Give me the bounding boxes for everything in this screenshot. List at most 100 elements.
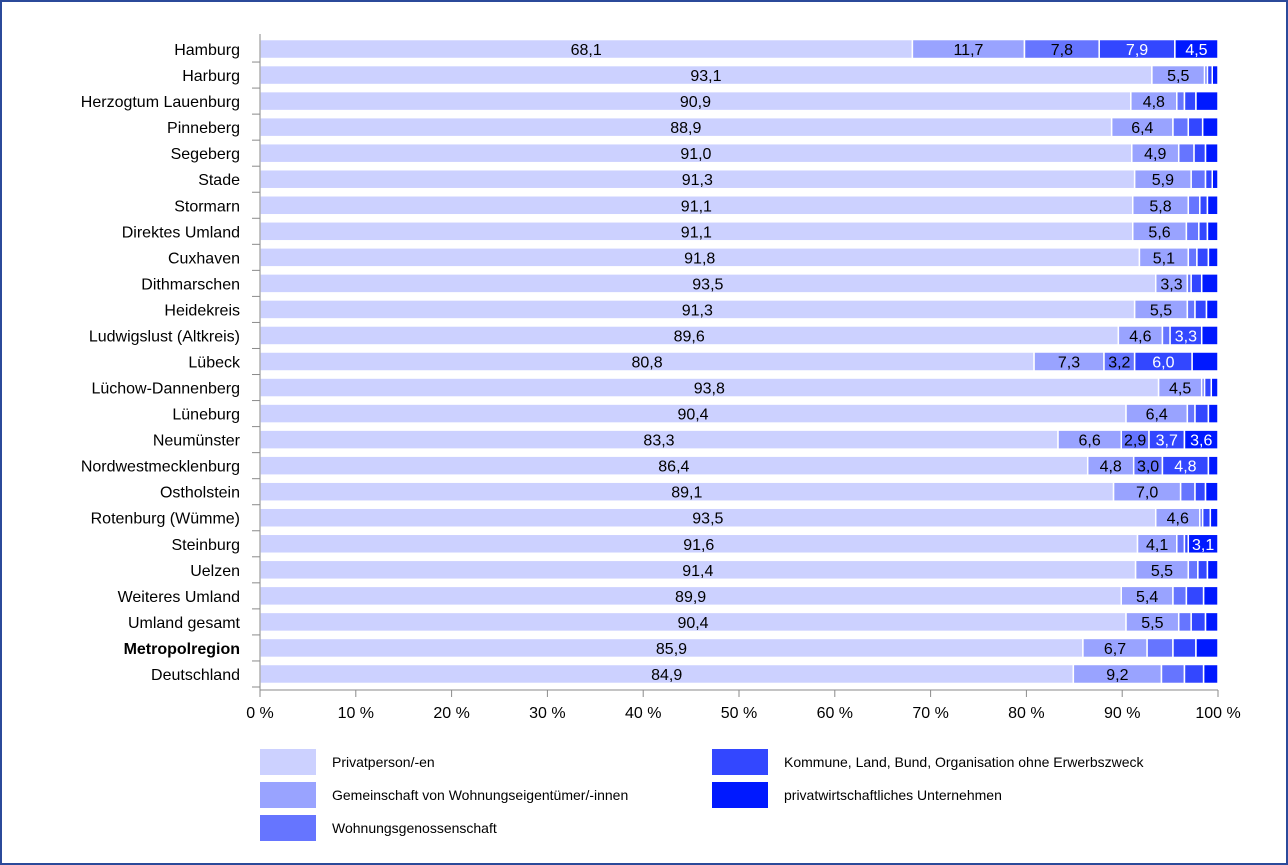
x-tick-label: 90 % [1104,705,1140,722]
x-axis: 0 % 10 % 20 % 30 % 40 % 50 % 60 % 70 % 80 % 90 % 1… [246,34,1241,722]
bar-segment [1186,299,1196,320]
bar-segment [1187,195,1201,216]
bar-segment [1190,273,1203,294]
x-tick-label: 30 % [529,705,565,722]
category-label: Steinburg [172,537,241,554]
bar-segment [1185,221,1200,242]
bar-segment [1195,90,1219,112]
bar-segment [1202,585,1219,607]
x-tick-label: 100 % [1195,705,1240,722]
data-label: 7,3 [1058,355,1080,372]
data-label: 93,5 [692,511,723,528]
x-tick-label: 40 % [625,705,661,722]
bar-segment [1177,142,1195,164]
data-label: 91,0 [680,146,711,163]
bar-segment [1187,116,1204,138]
category-label: Deutschland [151,667,240,684]
data-label: 4,6 [1129,328,1151,345]
category-label: Lübeck [188,355,241,372]
data-label: 6,4 [1146,407,1168,424]
bar-segment [1161,325,1171,346]
bar-segment [1183,663,1205,685]
category-label: Weiteres Umland [118,589,240,606]
bar-segment [1200,325,1219,346]
data-label: 3,0 [1137,459,1159,476]
legend-label: privatwirtschaftliches Unternehmen [784,787,1002,803]
bar-segment [1176,533,1186,555]
bar-segment [1172,637,1197,659]
bar-segment [1207,403,1219,424]
data-label: 68,1 [571,42,602,59]
category-label: Pinneberg [167,120,240,137]
data-label: 6,4 [1131,120,1153,137]
data-label: 4,5 [1169,381,1191,398]
x-tick-label: 20 % [433,705,469,722]
data-label: 90,4 [677,615,708,632]
data-label: 11,7 [953,42,983,59]
bar-segment [1191,351,1219,372]
bar-segment [1211,168,1219,190]
bar-segment [1146,637,1174,659]
legend-label: Gemeinschaft von Wohnungseigentümer/-inn… [332,787,628,803]
bar-segment [1206,195,1219,216]
category-label: Dithmarschen [141,276,240,293]
data-label: 4,8 [1174,459,1196,476]
category-label: Rotenburg (Wümme) [91,511,240,528]
data-label: 91,6 [683,537,714,554]
data-label: 5,1 [1153,250,1175,267]
bar-segment [1201,507,1212,528]
legend: Privatperson/-en Gemeinschaft von Wohnung… [260,749,1145,841]
data-label: 91,1 [681,224,712,241]
data-label: 9,2 [1106,667,1128,684]
data-label: 4,8 [1100,459,1122,476]
bar-segment [1207,247,1219,268]
bar-segment [1210,377,1219,398]
data-label: 84,9 [651,667,682,684]
legend-swatch [712,782,768,808]
bar-segment [1172,585,1188,607]
legend-label: Wohnungsgenossenschaft [332,820,497,836]
category-label: Direktes Umland [122,224,240,241]
data-label: 91,1 [681,198,712,215]
x-tick-label: 70 % [912,705,948,722]
category-label: Ostholstein [160,485,240,502]
bar-segment [1187,533,1219,555]
bar-segment [1199,195,1209,216]
data-label: 5,5 [1167,68,1189,85]
data-label: 80,8 [631,355,662,372]
data-label: 93,1 [690,68,721,85]
bar-segment [1204,481,1219,502]
data-label: 7,0 [1136,485,1158,502]
data-label: 93,5 [692,276,723,293]
bar-segment [1193,142,1207,164]
data-label: 5,5 [1151,563,1173,580]
bar-segment [1204,142,1219,164]
bar-segment [1209,507,1219,528]
category-label: Ludwigslust (Altkreis) [89,328,240,345]
data-label: 83,3 [643,433,674,450]
data-label: 5,8 [1149,198,1171,215]
bar-segment [1190,611,1207,633]
data-label: 4,6 [1167,511,1189,528]
category-label: Lüchow-Dannenberg [91,381,240,398]
bar-segment [1201,116,1219,138]
x-tick-label: 80 % [1008,705,1044,722]
data-label: 91,3 [682,302,713,319]
category-label: Herzogtum Lauenburg [81,94,240,111]
category-label: Stade [198,172,240,189]
data-label: 91,4 [682,563,713,580]
data-label: 4,9 [1144,146,1166,163]
x-tick-label: 60 % [817,705,853,722]
bar-segment [1186,403,1196,424]
data-label: 5,4 [1136,589,1158,606]
data-label: 93,8 [694,381,725,398]
data-label: 3,3 [1175,328,1197,345]
bar-segment [1195,637,1219,659]
category-label: Metropolregion [124,641,240,658]
bar-segment [1177,611,1192,633]
bar-segment [1183,90,1197,112]
data-label: 3,6 [1190,433,1212,450]
x-tick-label: 50 % [721,705,757,722]
bar-segment [1204,611,1219,633]
